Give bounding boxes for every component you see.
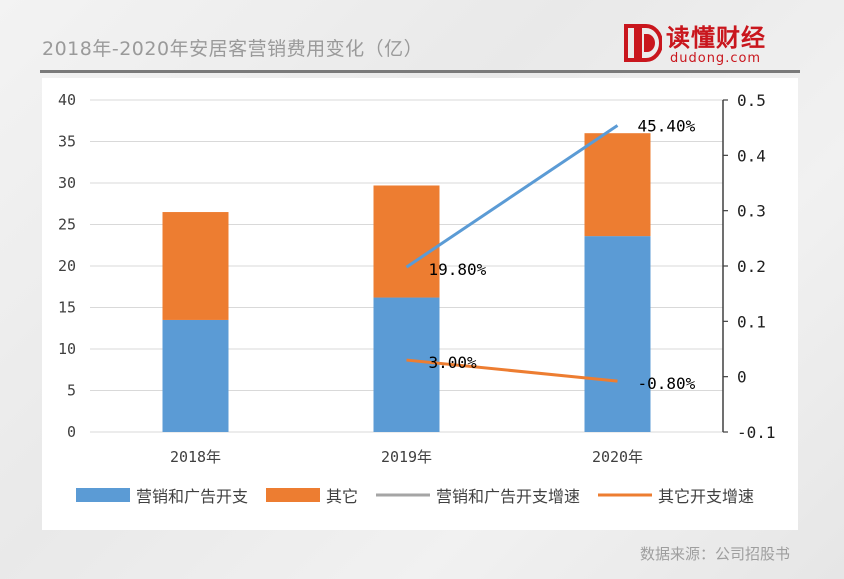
source-note: 数据来源：公司招股书	[640, 545, 791, 563]
legend-swatch	[76, 488, 130, 502]
y-tick-label: 20	[58, 257, 76, 275]
y-tick-label: 40	[58, 91, 76, 109]
x-tick-label: 2018年	[170, 448, 221, 466]
brand-mark-icon	[624, 24, 662, 62]
y2-tick-label: 0.1	[737, 312, 766, 331]
y-tick-label: 35	[58, 133, 76, 151]
legend-label: 其它开支增速	[658, 487, 754, 506]
y-tick-label: 10	[58, 340, 76, 358]
bar-segment	[162, 319, 229, 432]
legend-label: 营销和广告开支	[136, 487, 248, 506]
bar-segment	[162, 212, 229, 320]
data-label: 19.80%	[429, 260, 487, 279]
bar-segment	[584, 236, 651, 432]
brand-logo: 读懂财经 dudong.com	[622, 18, 772, 70]
legend-label: 其它	[326, 487, 358, 506]
y-tick-label: 30	[58, 174, 76, 192]
y-tick-label: 25	[58, 216, 76, 234]
y2-tick-label: 0.3	[737, 202, 766, 221]
bar-segment	[373, 185, 440, 298]
bar-segment	[584, 133, 651, 237]
growth-line	[405, 124, 619, 269]
y-tick-label: 5	[67, 382, 76, 400]
y2-tick-label: 0.2	[737, 257, 766, 276]
y2-tick-label: -0.1	[737, 423, 776, 442]
bar-segment	[373, 297, 440, 432]
brand-name: 读懂财经	[666, 24, 766, 52]
growth-line	[406, 358, 618, 383]
legend-swatch	[266, 488, 320, 502]
chart-panel: 0 5 10 15 20 25 30 35 40 -0.1 0 0.1 0.2 0.3 0.4 0.5 2018…	[42, 78, 798, 530]
y2-tick-label: 0	[737, 368, 747, 387]
title-underline	[40, 70, 800, 73]
y-tick-label: 0	[67, 423, 76, 441]
y-tick-label: 15	[58, 299, 76, 317]
brand-domain: dudong.com	[670, 51, 762, 66]
data-label: 45.40%	[638, 116, 696, 135]
x-tick-label: 2020年	[592, 448, 643, 466]
page-title: 2018年-2020年安居客营销费用变化（亿）	[42, 38, 424, 60]
y2-tick-label: 0.5	[737, 91, 766, 110]
chart: 0 5 10 15 20 25 30 35 40 -0.1 0 0.1 0.2 0.3 0.4 0.5 2018…	[58, 91, 776, 506]
data-label: -0.80%	[638, 374, 696, 393]
data-label: 3.00%	[429, 353, 478, 372]
y2-tick-label: 0.4	[737, 146, 766, 165]
legend-label: 营销和广告开支增速	[436, 487, 580, 506]
x-tick-label: 2019年	[381, 448, 432, 466]
